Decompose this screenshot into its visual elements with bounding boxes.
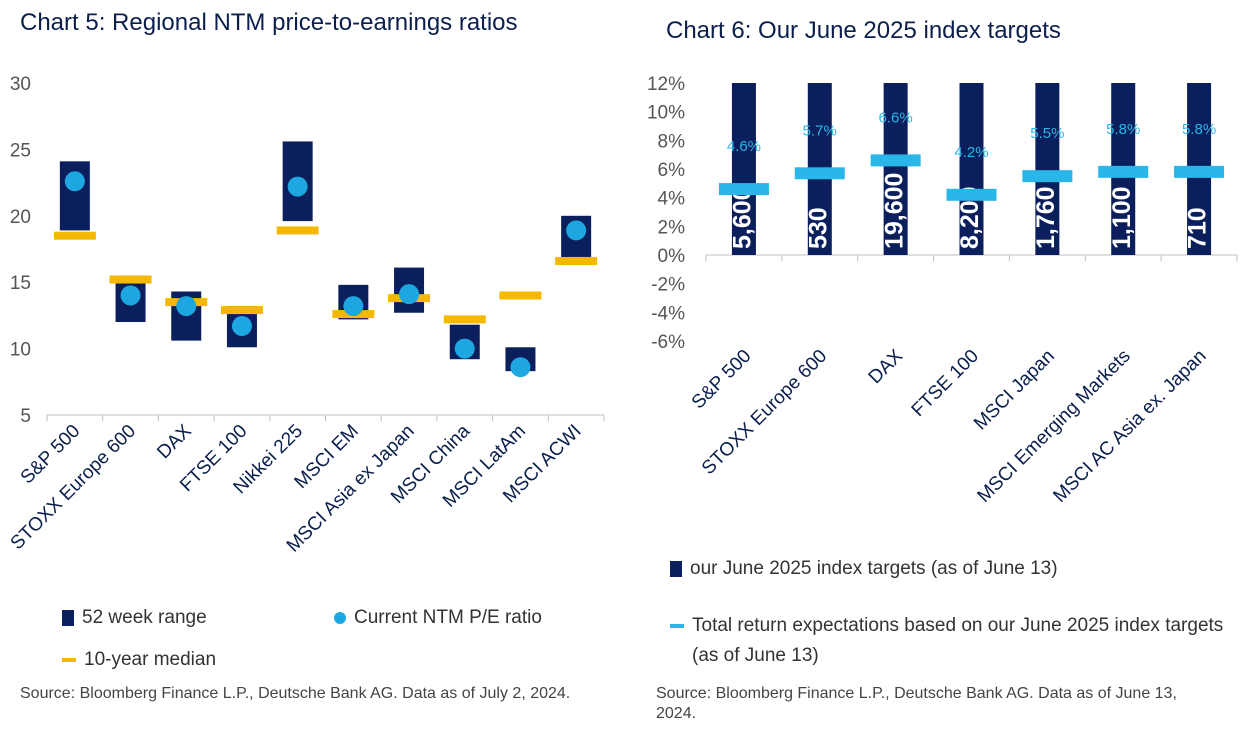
y-tick-label: 5 bbox=[20, 406, 31, 427]
current-pe-dot bbox=[454, 338, 475, 359]
current-pe-dot bbox=[287, 176, 308, 197]
target-value-label: 1,760 bbox=[1032, 186, 1060, 249]
current-dot-icon bbox=[334, 611, 346, 624]
current-pe-dot bbox=[343, 296, 364, 317]
return-value-label: 5.8% bbox=[1182, 121, 1216, 138]
current-pe-dot bbox=[64, 171, 85, 192]
current-pe-dot bbox=[399, 284, 420, 305]
current-pe-dot bbox=[566, 220, 587, 241]
y-tick-label: 8% bbox=[658, 131, 686, 152]
category-label: MSCI Emerging Markets bbox=[974, 346, 1135, 507]
target-value-label: 1,100 bbox=[1108, 186, 1136, 249]
y-tick-label: 25 bbox=[10, 140, 31, 161]
range-swatch-icon bbox=[62, 609, 74, 626]
target-swatch-icon bbox=[670, 560, 682, 577]
return-value-label: 5.5% bbox=[1030, 125, 1064, 142]
y-tick-label: 4% bbox=[658, 189, 686, 210]
target-bar bbox=[1035, 83, 1060, 255]
current-pe-dot bbox=[120, 285, 141, 306]
chart5-title: Chart 5: Regional NTM price-to-earnings … bbox=[20, 9, 518, 36]
return-dash-icon bbox=[670, 624, 684, 628]
chart5-legend-range: 52 week range bbox=[62, 603, 207, 633]
category-label: S&P 500 bbox=[688, 346, 756, 414]
return-marker bbox=[718, 183, 769, 196]
y-tick-label: -4% bbox=[651, 303, 685, 324]
chart5-legend-current: Current NTM P/E ratio bbox=[334, 603, 542, 633]
current-pe-dot bbox=[231, 316, 252, 337]
median-marker bbox=[499, 291, 542, 300]
median-marker bbox=[555, 256, 598, 265]
category-label: MSCI AC Asia ex. Japan bbox=[1049, 346, 1210, 507]
chart6-source: Source: Bloomberg Finance L.P., Deutsche… bbox=[656, 685, 1177, 722]
y-tick-label: 20 bbox=[10, 207, 31, 228]
target-value-label: 530 bbox=[804, 207, 832, 249]
current-pe-dot bbox=[510, 357, 531, 378]
return-marker bbox=[1174, 165, 1225, 178]
target-value-label: 19,600 bbox=[880, 173, 908, 249]
y-tick-label: 12% bbox=[647, 74, 685, 95]
chart6-legend-targets: our June 2025 index targets (as of June … bbox=[670, 554, 1058, 584]
chart6-plot: -6% -4% -2% 0% 2% 4% 6% 8% 10% 12% 5,600 4.6% S&P 50… bbox=[647, 74, 1238, 507]
return-marker bbox=[946, 188, 997, 201]
target-bar bbox=[959, 83, 984, 255]
return-marker bbox=[870, 154, 921, 167]
category-label: STOXX Europe 600 bbox=[698, 346, 831, 479]
target-value-label: 5,600 bbox=[729, 186, 757, 249]
legend-returns-label: Total return expectations based on our J… bbox=[692, 615, 1224, 666]
y-tick-label: 15 bbox=[10, 273, 31, 294]
median-marker bbox=[443, 315, 486, 324]
target-bar bbox=[731, 83, 756, 255]
y-tick-label: -2% bbox=[651, 275, 685, 296]
median-marker bbox=[53, 231, 96, 240]
y-tick-label: 10 bbox=[10, 340, 31, 361]
chart5-source: Source: Bloomberg Finance L.P., Deutsche… bbox=[20, 685, 571, 702]
y-tick-label: 2% bbox=[658, 217, 686, 238]
legend-targets-label: our June 2025 index targets (as of June … bbox=[690, 558, 1058, 579]
median-marker bbox=[276, 226, 319, 235]
return-marker bbox=[794, 167, 845, 180]
median-marker bbox=[109, 275, 152, 284]
chart6-legend-returns: Total return expectations based on our J… bbox=[670, 611, 1230, 671]
y-tick-label: -6% bbox=[651, 332, 685, 353]
legend-current-label: Current NTM P/E ratio bbox=[354, 607, 542, 628]
return-marker bbox=[1098, 165, 1149, 178]
return-value-label: 4.2% bbox=[954, 144, 988, 161]
return-value-label: 5.7% bbox=[803, 122, 837, 139]
chart6-title: Chart 6: Our June 2025 index targets bbox=[666, 17, 1061, 44]
y-tick-label: 30 bbox=[10, 74, 31, 95]
legend-median-label: 10-year median bbox=[84, 649, 217, 670]
y-tick-label: 0% bbox=[658, 246, 686, 267]
target-value-label: 710 bbox=[1184, 207, 1212, 249]
y-tick-label: 6% bbox=[658, 160, 686, 181]
median-marker bbox=[220, 306, 263, 315]
category-label: FTSE 100 bbox=[908, 346, 983, 421]
chart5-legend-median: 10-year median bbox=[62, 645, 216, 675]
y-tick-label: 10% bbox=[647, 103, 685, 124]
legend-range-label: 52 week range bbox=[82, 607, 207, 628]
target-bar bbox=[883, 83, 908, 255]
return-value-label: 5.8% bbox=[1106, 121, 1140, 138]
return-value-label: 4.6% bbox=[727, 138, 761, 155]
current-pe-dot bbox=[176, 296, 197, 317]
median-dash-icon bbox=[62, 657, 76, 662]
category-label: DAX bbox=[865, 345, 908, 388]
return-value-label: 6.6% bbox=[879, 109, 913, 126]
return-marker bbox=[1022, 170, 1073, 183]
